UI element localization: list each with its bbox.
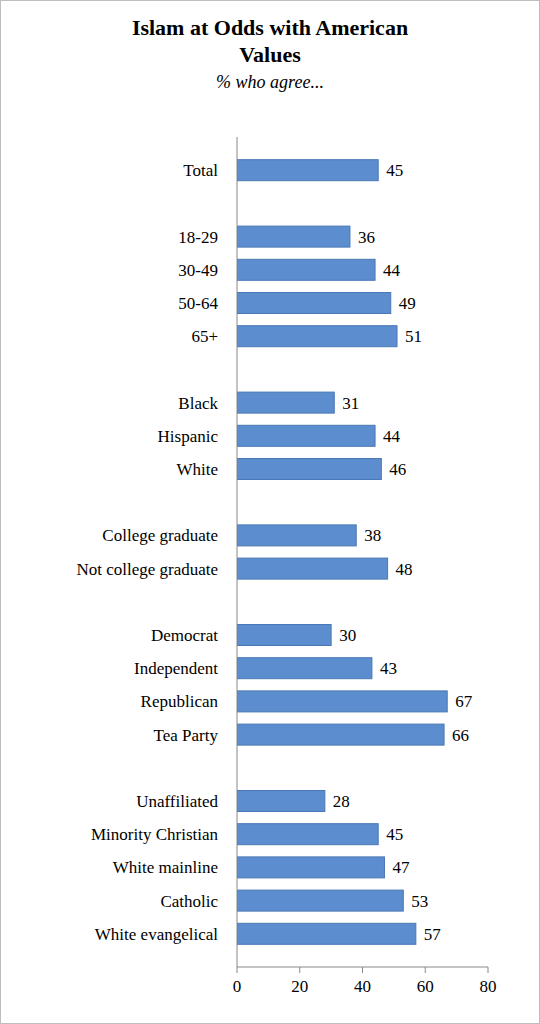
bar — [237, 259, 375, 280]
category-label: 18-29 — [178, 228, 218, 247]
data-label: 45 — [386, 825, 403, 844]
bar — [237, 857, 384, 878]
data-label: 28 — [333, 792, 350, 811]
category-label: Not college graduate — [76, 560, 218, 579]
x-tick — [299, 967, 300, 973]
bar — [237, 691, 447, 712]
category-label: White evangelical — [95, 925, 218, 944]
data-label: 53 — [411, 892, 428, 911]
category-label: White mainline — [113, 858, 218, 877]
bar — [237, 525, 356, 546]
bar — [237, 392, 334, 413]
data-label: 67 — [455, 692, 473, 711]
data-label: 43 — [380, 659, 397, 678]
category-label: College graduate — [102, 526, 218, 545]
x-tick — [362, 967, 363, 973]
bar — [237, 326, 397, 347]
bar — [237, 293, 391, 314]
bar — [237, 226, 350, 247]
data-label: 30 — [339, 626, 356, 645]
category-label: Unaffiliated — [136, 792, 218, 811]
category-label: Democrat — [151, 626, 218, 645]
data-label: 45 — [386, 161, 403, 180]
data-label: 49 — [399, 294, 416, 313]
category-label: Black — [178, 394, 218, 413]
category-label: Total — [183, 161, 218, 180]
data-label: 38 — [364, 526, 381, 545]
chart-svg: Total 45 18-29 36 30-49 44 50-64 49 65+ 51 Black 31… — [0, 0, 540, 1024]
category-label: 50-64 — [178, 294, 218, 313]
bar — [237, 625, 331, 646]
category-label: Independent — [134, 659, 218, 678]
category-label: Hispanic — [158, 427, 219, 446]
x-tick — [488, 967, 489, 973]
bar — [237, 791, 325, 812]
x-tick — [425, 967, 426, 973]
data-label: 48 — [396, 560, 413, 579]
data-label: 36 — [358, 228, 375, 247]
x-tick-label: 80 — [480, 977, 497, 996]
subtitle: % who agree... — [100, 72, 440, 93]
data-label: 47 — [392, 858, 410, 877]
data-label: 44 — [383, 261, 401, 280]
bar — [237, 459, 381, 480]
title: Islam at Odds with American Values — [100, 14, 440, 68]
data-label: 51 — [405, 327, 422, 346]
bar — [237, 160, 378, 181]
category-label: Tea Party — [154, 726, 219, 745]
category-label: White — [176, 460, 218, 479]
bars — [237, 160, 447, 945]
x-tick-label: 20 — [291, 977, 308, 996]
x-tick-label: 60 — [417, 977, 434, 996]
category-label: 65+ — [191, 327, 218, 346]
x-tick-label: 0 — [233, 977, 242, 996]
bar — [237, 658, 372, 679]
x-tick — [237, 967, 238, 973]
x-tick-label: 40 — [354, 977, 371, 996]
category-label: 30-49 — [178, 261, 218, 280]
category-label: Republican — [141, 692, 219, 711]
chart-page: Islam at Odds with American Values % who… — [0, 0, 540, 1024]
bar — [237, 724, 444, 745]
bar — [237, 923, 416, 944]
bar — [237, 890, 403, 911]
category-label: Catholic — [160, 892, 218, 911]
bar — [237, 558, 388, 579]
data-label: 46 — [389, 460, 406, 479]
data-label: 44 — [383, 427, 401, 446]
data-label: 66 — [452, 726, 469, 745]
bar — [237, 425, 375, 446]
bar — [237, 824, 378, 845]
category-label: Minority Christian — [91, 825, 219, 844]
y-axis — [237, 137, 238, 967]
outer-border — [1, 1, 540, 1024]
data-label: 31 — [342, 394, 359, 413]
data-label: 57 — [424, 925, 442, 944]
